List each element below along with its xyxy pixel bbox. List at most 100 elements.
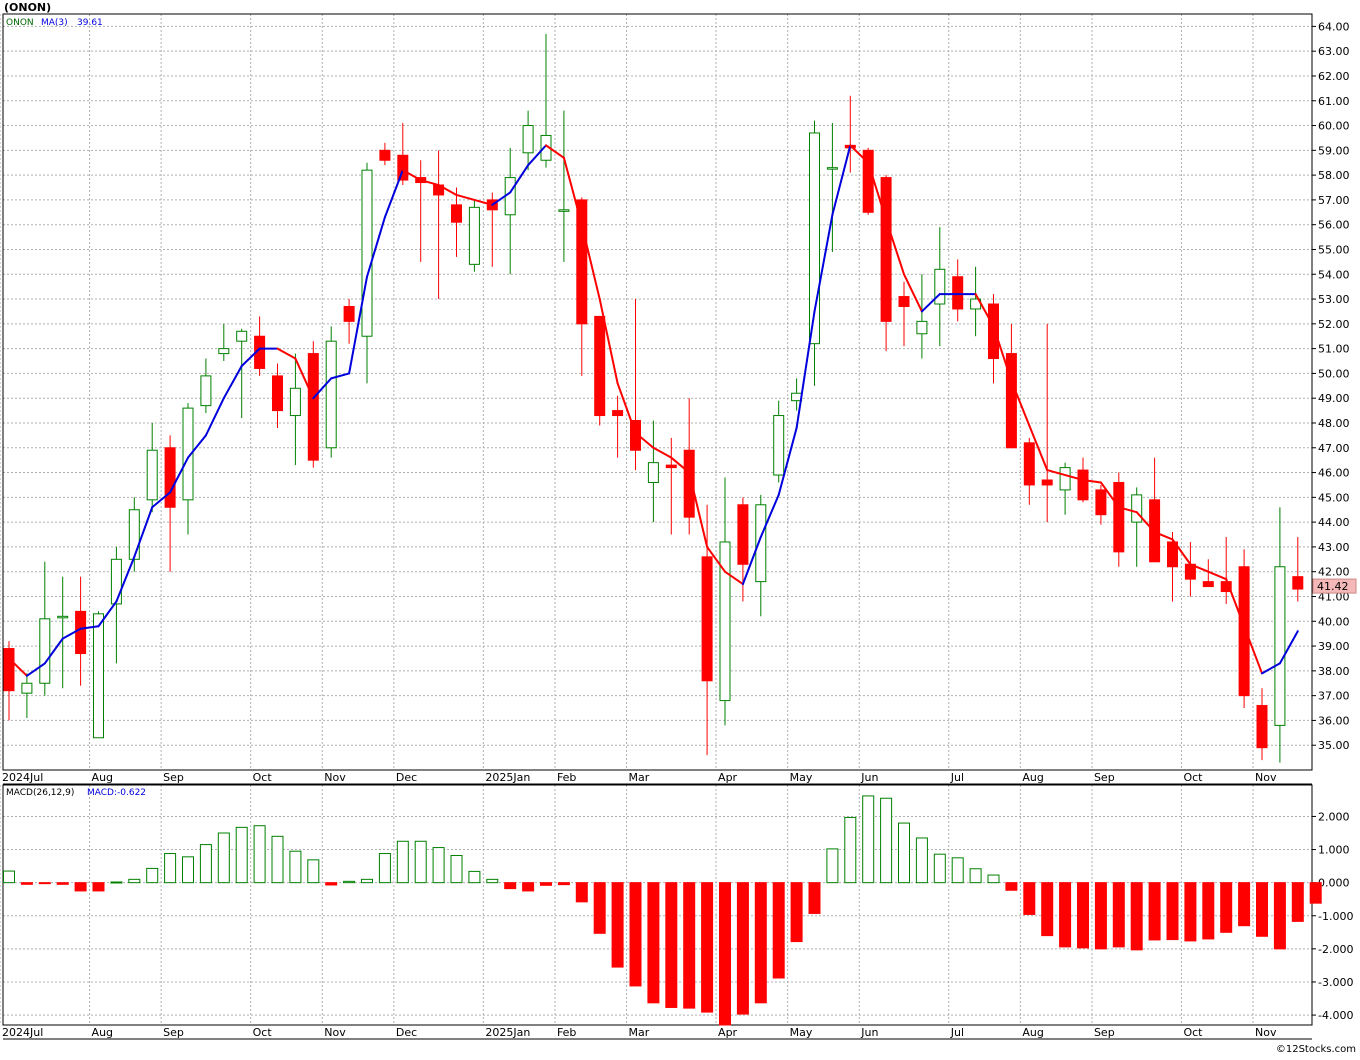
macd-bar <box>450 855 463 884</box>
macd-tick-label: -3.000 <box>1318 976 1353 989</box>
macd-legend-value: MACD:-0.622 <box>87 788 146 798</box>
ma3-segment <box>813 213 834 313</box>
macd-tick-label: -1.000 <box>1318 910 1353 923</box>
ma3-segment <box>580 223 601 301</box>
macd-bar <box>826 848 839 884</box>
macd-bar <box>540 882 552 886</box>
legend-symbol: ONON <box>6 18 34 28</box>
macd-x-axis-label: May <box>790 1026 813 1039</box>
macd-bar <box>575 882 588 903</box>
macd-x-axis-label: 2024Jul <box>2 1026 43 1039</box>
candle-body <box>307 353 319 461</box>
x-axis-label: Feb <box>557 771 576 784</box>
ma3-segment <box>169 456 189 494</box>
macd-bar <box>74 882 87 892</box>
ma3-segment <box>294 357 315 400</box>
candle-body <box>898 296 910 307</box>
price-tick-label: 44.00 <box>1318 516 1350 529</box>
x-axis-label: Oct <box>1183 771 1203 784</box>
x-axis-label: Mar <box>629 771 650 784</box>
ma3-segment <box>151 491 172 509</box>
last-price-tag <box>1312 578 1357 594</box>
candle-body <box>755 504 767 583</box>
x-axis-label: Aug <box>92 771 113 784</box>
candle-body <box>236 330 248 342</box>
macd-bar <box>504 882 517 890</box>
ma3-segment <box>437 184 458 196</box>
price-tick-label: 61.00 <box>1318 95 1350 108</box>
candle-body <box>594 315 606 417</box>
macd-bar <box>378 853 391 884</box>
macd-bar <box>253 825 266 884</box>
ma3-segment <box>1064 474 1084 481</box>
price-panel-frame <box>2 13 1313 771</box>
candle-body <box>880 177 892 322</box>
candle-body <box>1113 481 1125 553</box>
macd-bar <box>790 882 803 943</box>
ma3-segment <box>616 382 637 434</box>
candle-body <box>1041 479 1053 486</box>
price-tick-label: 35.00 <box>1318 739 1350 752</box>
macd-bar <box>1238 882 1251 927</box>
last-price-label: 41.42 <box>1317 580 1349 593</box>
macd-bar <box>593 882 606 934</box>
candle-body <box>952 276 964 310</box>
ma3-segment <box>491 191 512 206</box>
macd-x-axis-label: Jul <box>950 1026 964 1039</box>
macd-bar <box>396 840 409 884</box>
macd-bar <box>557 882 570 886</box>
x-axis-label: Aug <box>1022 771 1043 784</box>
candle-body <box>773 415 785 476</box>
macd-x-axis-label: Sep <box>1094 1026 1115 1039</box>
candle-body <box>146 449 158 501</box>
macd-bar <box>1041 882 1054 937</box>
price-tick-label: 63.00 <box>1318 45 1350 58</box>
ma3-segment <box>43 637 64 665</box>
macd-bar <box>92 882 105 892</box>
ma3-segment <box>670 456 691 474</box>
ma3-segment <box>419 179 440 187</box>
macd-x-axis-label: Nov <box>1255 1026 1277 1039</box>
macd-bar <box>629 882 642 987</box>
macd-bar <box>271 835 284 884</box>
ma3-segment <box>759 493 780 539</box>
macd-bar <box>522 882 535 892</box>
macd-bar <box>1291 882 1304 922</box>
ma3-segment <box>8 657 28 677</box>
macd-panel-frame <box>2 784 1313 1026</box>
macd-x-axis-label: Oct <box>253 1026 273 1039</box>
price-tick-label: 62.00 <box>1318 70 1350 83</box>
macd-x-axis-label: Aug <box>1022 1026 1043 1039</box>
macd-bar <box>951 857 964 884</box>
candle-body <box>719 541 731 702</box>
candle-body <box>1292 576 1304 590</box>
candle-body <box>468 206 480 265</box>
ma3-segment <box>1153 531 1174 541</box>
candle-body <box>504 177 516 216</box>
ma3-segment <box>741 536 762 586</box>
macd-bar <box>754 882 767 1004</box>
macd-x-axis-label: Apr <box>718 1026 738 1039</box>
candle-body <box>1095 489 1107 516</box>
candle-body <box>128 509 140 560</box>
candle-body <box>630 420 641 451</box>
candle-body <box>809 132 820 345</box>
ma3-segment <box>1171 538 1192 566</box>
ma3-segment <box>1082 478 1102 484</box>
macd-x-axis-label: Nov <box>324 1026 346 1039</box>
ma3-segment <box>366 216 386 278</box>
candle-body <box>1005 353 1017 449</box>
ma3-segment <box>401 169 422 182</box>
ma3-segment <box>598 298 619 385</box>
ma3-segment <box>974 293 995 328</box>
macd-bar <box>182 856 194 884</box>
candle-body <box>1202 581 1214 588</box>
macd-bar <box>1130 882 1143 951</box>
macd-bar <box>736 882 749 1015</box>
ma3-segment <box>1207 570 1228 581</box>
price-tick-label: 37.00 <box>1318 690 1350 703</box>
candle-body <box>272 375 283 412</box>
macd-bar <box>898 822 910 884</box>
macd-x-axis-label: Feb <box>557 1026 576 1039</box>
